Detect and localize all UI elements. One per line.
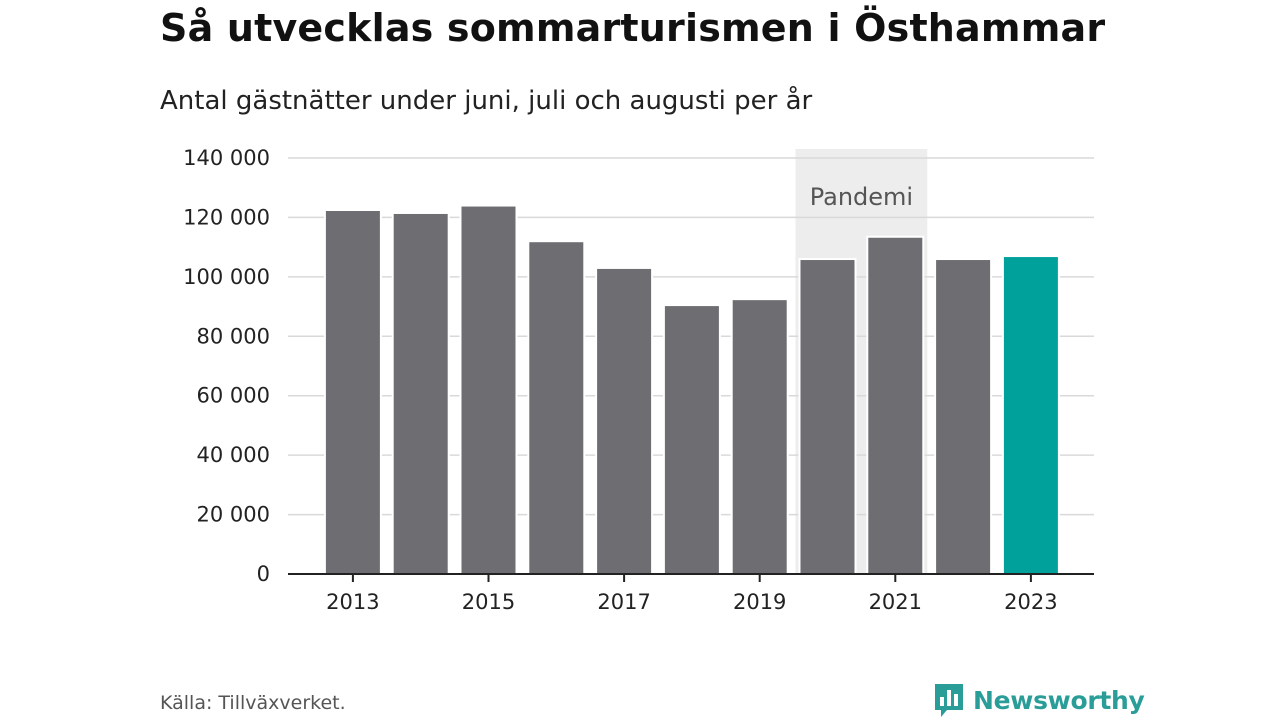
y-tick-label: 20 000 [197,503,270,527]
bar-2017 [595,266,654,575]
brand-name: Newsworthy [973,685,1145,715]
bar-2014 [391,211,450,575]
bars [323,204,1060,576]
bar-2015 [459,204,518,576]
bar-2021 [866,235,925,575]
bar-2020 [798,258,857,575]
newsworthy-bar-chart-bubble-icon [935,684,963,717]
x-tick-label: 2023 [1004,590,1057,614]
y-tick-label: 60 000 [197,384,270,408]
axes: 2013 2015 2017 2019 2021 2023 [288,573,1094,614]
x-tick-label: 2015 [462,590,515,614]
bar-2018 [662,304,721,575]
x-tick-label: 2021 [869,590,922,614]
y-tick-label: 80 000 [197,324,270,348]
x-tick-label: 2013 [326,590,379,614]
bar-2022 [934,258,993,575]
y-tick-label: 100 000 [183,265,270,289]
chart-title: Så utvecklas sommarturismen i Östhammar [160,6,1106,50]
bar-chart: Pandemi 0 20 000 40 000 60 000 80 000 100 000… [183,146,1094,614]
x-tick-label: 2017 [597,590,650,614]
chart-subtitle: Antal gästnätter under juni, juli och au… [160,86,813,116]
bar-2023 [1001,255,1060,575]
y-tick-label: 0 [257,562,270,586]
bar-2013 [323,209,382,575]
source-note: Källa: Tillväxverket. [160,692,346,714]
x-tick-label: 2019 [733,590,786,614]
bar-2016 [527,240,586,575]
y-tick-label: 40 000 [197,443,270,467]
bar-2019 [730,298,789,575]
y-tick-label: 120 000 [183,205,270,229]
pandemic-label: Pandemi [810,183,913,211]
brand-logo: Newsworthy [933,682,1145,718]
y-tick-label: 140 000 [183,146,270,170]
